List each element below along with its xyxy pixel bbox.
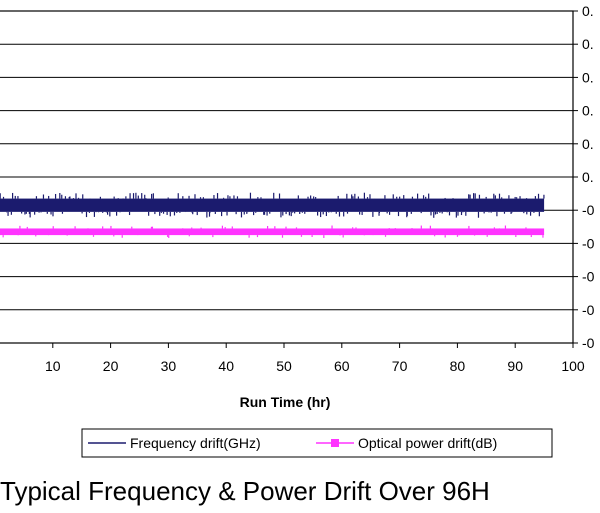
- x-axis-tick-label: 100: [561, 358, 585, 374]
- right-axis-ticks: 0. 0. 0. 0. 0. 0. -0 -0 -0 -0 -0: [573, 3, 595, 351]
- series-optical-power-drift: [0, 225, 545, 238]
- drift-chart: 0102030405060708090100 0.0.0.0.0.0.-0-0-…: [0, 3, 595, 458]
- x-axis-tick-label: 20: [103, 358, 119, 374]
- series-band: [0, 198, 545, 212]
- x-axis-tick-label: 90: [507, 358, 523, 374]
- series-band: [0, 228, 545, 236]
- right-axis-tick-label: -0: [582, 269, 595, 285]
- right-axis-tick-label: 0.: [582, 36, 594, 52]
- right-axis-tick-label: 0.: [582, 103, 594, 119]
- legend-label-optical-power-drift: Optical power drift(dB): [358, 435, 497, 451]
- x-axis-tick-label: 30: [161, 358, 177, 374]
- x-axis-tick-label: 10: [45, 358, 61, 374]
- x-axis-title: Run Time (hr): [240, 394, 331, 410]
- x-axis-ticks: 0102030405060708090100: [45, 343, 585, 374]
- series-frequency-drift: [0, 192, 545, 218]
- right-axis-tick-label: 0.: [582, 136, 594, 152]
- figure-caption: Typical Frequency & Power Drift Over 96H: [0, 476, 490, 506]
- x-axis-tick-label: 70: [392, 358, 408, 374]
- legend-label-frequency-drift: Frequency drift(GHz): [130, 435, 261, 451]
- right-axis-tick-label: -0: [582, 202, 595, 218]
- legend: Frequency drift(GHz) Optical power drift…: [81, 428, 553, 458]
- right-axis-tick-label: -0: [582, 235, 595, 251]
- x-axis-tick-label: 60: [334, 358, 350, 374]
- legend-marker-optical-power-drift: [331, 439, 339, 447]
- right-axis-tick-label: -0: [582, 335, 595, 351]
- x-axis-tick-label: 40: [218, 358, 234, 374]
- x-axis-tick-label: 80: [450, 358, 466, 374]
- right-axis-tick-label: 0.: [582, 169, 594, 185]
- series-layer: [0, 192, 545, 238]
- right-axis-tick-label: 0.: [582, 3, 594, 19]
- x-axis-tick-label: 50: [276, 358, 292, 374]
- right-axis-tick-label: 0.: [582, 69, 594, 85]
- gridlines: [0, 10, 573, 344]
- right-axis-tick-label: -0: [582, 302, 595, 318]
